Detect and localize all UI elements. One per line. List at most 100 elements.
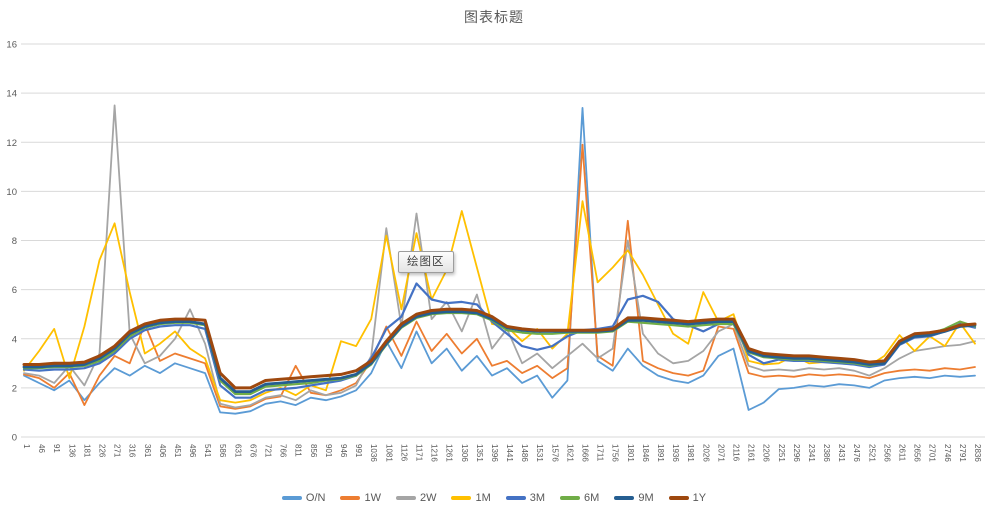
legend-item-1m[interactable]: 1M (451, 492, 491, 504)
legend: O/N 1W 2W 1M 3M 6M 9M 1Y (0, 492, 988, 504)
legend-label: 6M (584, 492, 600, 504)
x-axis-tick-label: 2251 (777, 444, 786, 462)
legend-item-on[interactable]: O/N (281, 492, 326, 504)
x-axis-tick-label: 2746 (943, 444, 952, 462)
y-axis-tick-label: 0 (12, 433, 17, 444)
x-axis-tick-label: 2521 (867, 444, 876, 462)
x-axis-tick-label: 2026 (701, 444, 710, 462)
x-axis-tick-label: 1801 (626, 444, 635, 462)
x-axis-tick-label: 496 (188, 444, 197, 458)
x-axis-tick-label: 1 (22, 444, 31, 449)
legend-label: 9M (638, 492, 654, 504)
x-axis-tick-label: 901 (324, 444, 333, 458)
x-axis-tick-label: 1396 (490, 444, 499, 462)
x-axis-tick-label: 2296 (792, 444, 801, 462)
legend-item-6m[interactable]: 6M (560, 492, 599, 504)
x-axis-tick-label: 136 (67, 444, 76, 458)
x-axis-tick-label: 766 (279, 444, 288, 458)
x-axis-tick-label: 1981 (686, 444, 695, 462)
series-line-3m[interactable] (22, 282, 977, 399)
y-axis-tick-label: 8 (12, 236, 17, 247)
legend-swatch-9m (614, 496, 635, 500)
x-axis-tick-label: 316 (128, 444, 137, 458)
legend-item-3m[interactable]: 3M (505, 492, 546, 504)
x-axis-tick-label: 1036 (369, 444, 378, 462)
legend-label: 2W (419, 492, 437, 504)
x-axis-tick-label: 1621 (565, 444, 574, 462)
legend-label: 1M (475, 492, 491, 504)
x-axis-tick-label: 1126 (399, 444, 408, 462)
x-axis-tick-label: 271 (113, 444, 122, 458)
legend-item-1w[interactable]: 1W (340, 492, 381, 504)
legend-label: 1Y (692, 492, 707, 504)
x-axis-tick-label: 2566 (882, 444, 891, 462)
x-axis-tick-label: 676 (248, 444, 257, 458)
x-axis-tick-label: 1306 (460, 444, 469, 462)
chart-title: 图表标题 (464, 9, 524, 25)
x-axis-tick-label: 1531 (535, 444, 544, 462)
x-axis-tick-label: 1261 (445, 444, 454, 462)
legend-swatch-on (281, 496, 302, 500)
x-axis-tick-label: 46 (37, 444, 46, 453)
legend-item-2w[interactable]: 2W (395, 492, 437, 504)
y-axis-tick-label: 4 (12, 334, 17, 345)
x-axis-tick-label: 1216 (430, 444, 439, 462)
x-axis-tick-label: 361 (143, 444, 152, 458)
legend-swatch-6m (560, 496, 581, 500)
x-axis-tick-label: 91 (52, 444, 61, 453)
x-axis-tick-label: 1936 (671, 444, 680, 462)
x-axis-tick-label: 2836 (973, 444, 982, 462)
plot-area-tooltip: 绘图区 (398, 251, 454, 273)
x-axis-tick-label: 1351 (475, 444, 484, 462)
legend-item-9m[interactable]: 9M (614, 492, 654, 504)
x-axis-tick-label: 856 (309, 444, 318, 458)
x-axis-tick-label: 631 (233, 444, 242, 458)
x-axis-tick-label: 991 (354, 444, 363, 458)
x-axis-tick-label: 1666 (581, 444, 590, 462)
series-line-1w[interactable] (23, 143, 976, 410)
x-axis-tick-label: 586 (218, 444, 227, 458)
legend-label: 1W (364, 492, 381, 504)
legend-swatch-2w (395, 496, 416, 500)
x-axis-tick-label: 946 (339, 444, 348, 458)
x-axis-tick-label: 721 (264, 444, 273, 458)
x-axis-tick-label: 451 (173, 444, 182, 458)
series-line-2w[interactable] (23, 104, 976, 409)
x-axis-tick-label: 811 (294, 444, 303, 457)
x-axis-tick-label: 1081 (384, 444, 393, 462)
y-axis-tick-label: 2 (12, 383, 17, 394)
legend-swatch-1m (451, 496, 472, 500)
x-axis-tick-label: 2341 (807, 444, 816, 462)
legend-label: O/N (305, 492, 326, 504)
x-axis-tick-label: 2701 (928, 444, 937, 462)
x-axis-tick-label: 2476 (852, 444, 861, 462)
x-axis-tick-label: 2071 (716, 444, 725, 462)
x-axis-tick-label: 2116 (732, 444, 741, 462)
legend-item-1y[interactable]: 1Y (668, 492, 707, 504)
legend-swatch-3m (505, 496, 526, 500)
y-axis-tick-label: 16 (6, 40, 17, 51)
x-axis-tick-label: 1441 (505, 444, 514, 462)
x-axis-tick-label: 2386 (822, 444, 831, 462)
y-axis-tick-label: 10 (6, 187, 17, 198)
x-axis-tick-label: 1891 (656, 444, 665, 462)
x-axis-tick-label: 2611 (898, 444, 907, 462)
legend-swatch-1w (340, 496, 361, 500)
series-line-on[interactable] (23, 107, 976, 415)
y-axis-tick-label: 12 (6, 138, 17, 149)
x-axis-tick-label: 406 (158, 444, 167, 458)
x-axis-tick-label: 2161 (747, 444, 756, 462)
x-axis-tick-label: 2656 (913, 444, 922, 462)
series-line-1y[interactable] (22, 307, 977, 390)
x-axis-tick-label: 2206 (762, 444, 771, 462)
x-axis-tick-label: 1846 (641, 444, 650, 462)
y-axis-tick-label: 6 (12, 285, 17, 296)
x-axis-tick-label: 1756 (611, 444, 620, 462)
y-axis-tick-label: 14 (6, 89, 17, 100)
series-line-9m[interactable] (22, 310, 977, 394)
legend-label: 3M (529, 492, 546, 504)
x-axis-tick-label: 1576 (550, 444, 559, 462)
x-axis-tick-label: 226 (98, 444, 107, 458)
